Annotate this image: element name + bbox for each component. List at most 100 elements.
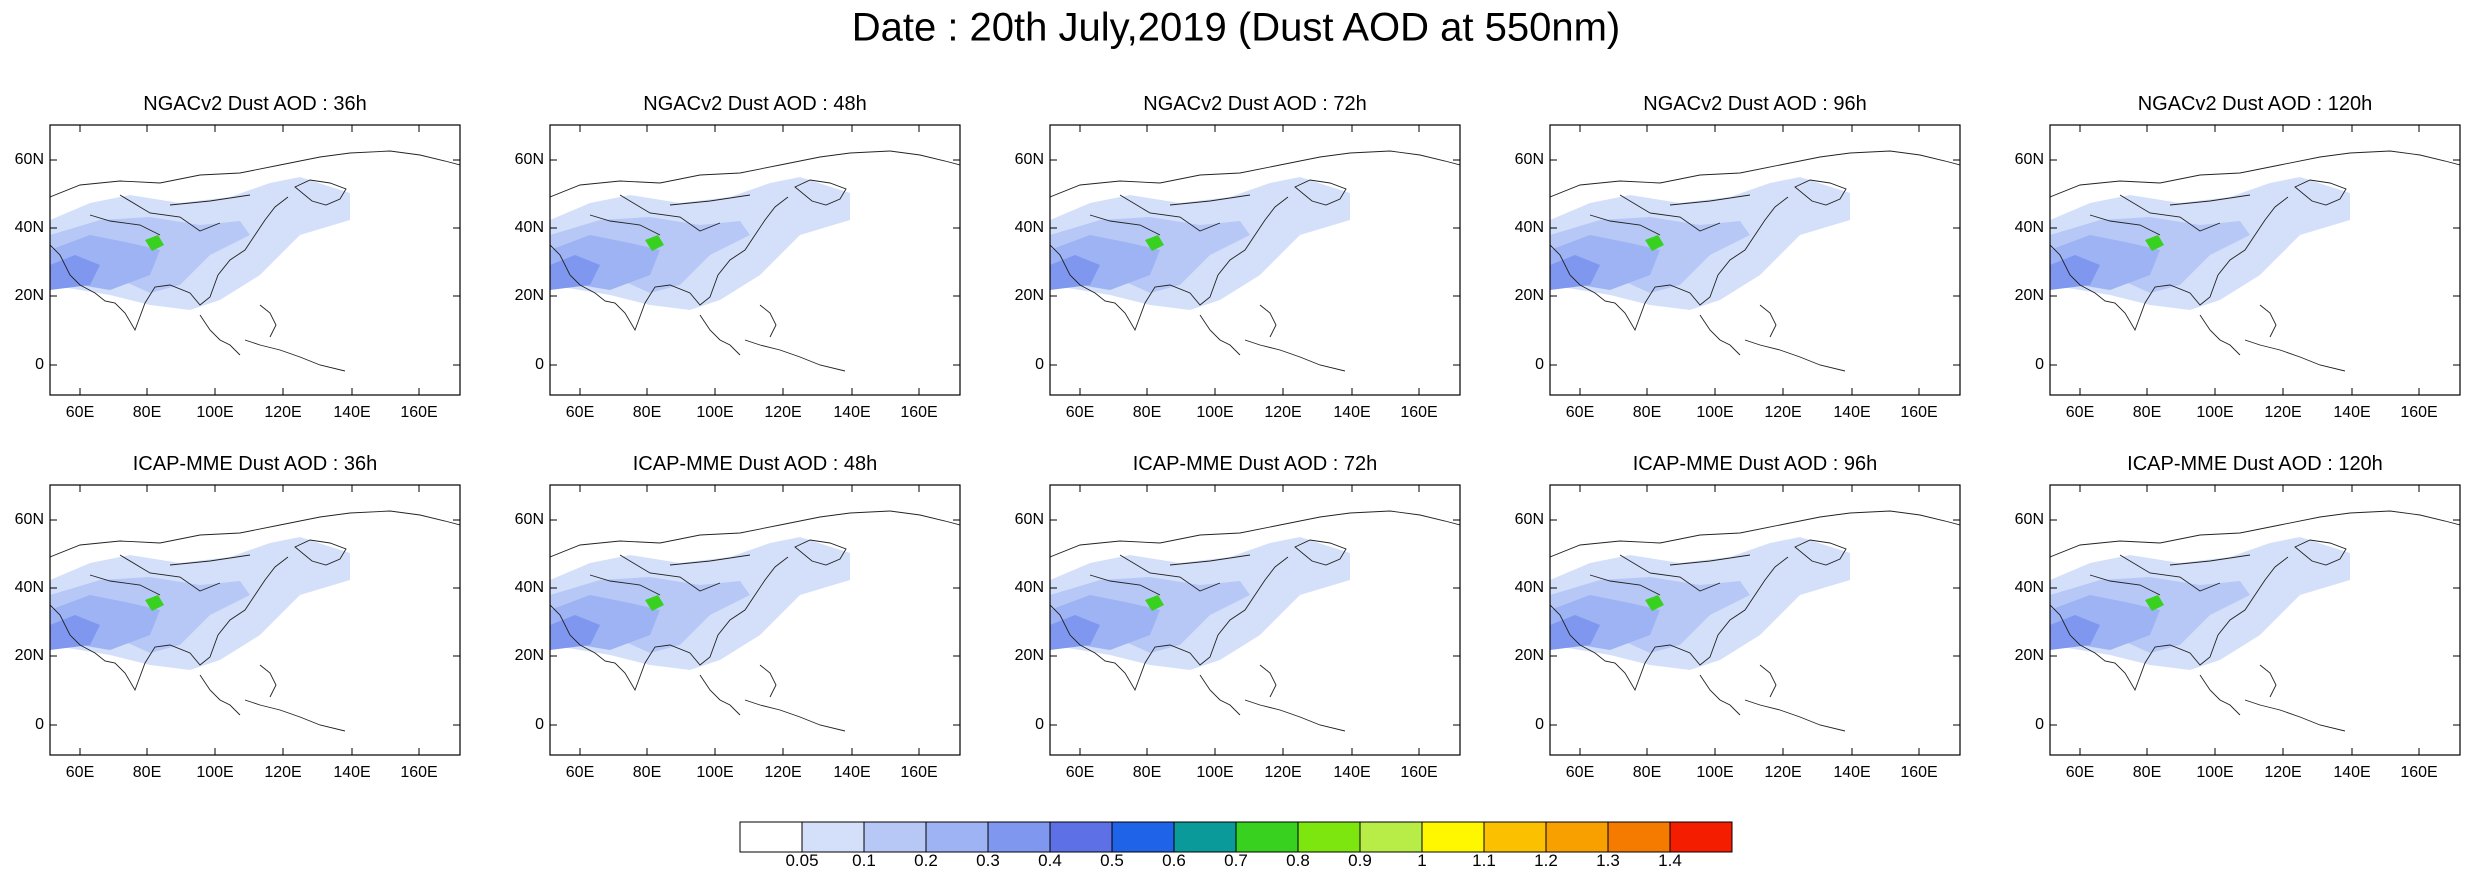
lon-tick-label: 60E xyxy=(566,404,594,421)
lat-tick-label: 20N xyxy=(1015,647,1044,664)
lon-tick-label: 60E xyxy=(1566,764,1594,781)
map-area xyxy=(2050,485,2460,755)
colorbar-swatch xyxy=(1359,821,1423,853)
lon-tick-label: 100E xyxy=(696,404,733,421)
lat-tick-label: 20N xyxy=(515,647,544,664)
lon-tick-label: 160E xyxy=(1400,404,1437,421)
lat-tick-label: 0 xyxy=(1535,716,1544,733)
lon-tick-label: 120E xyxy=(764,404,801,421)
dust-hotspot xyxy=(145,595,164,611)
lon-tick-label: 140E xyxy=(1333,764,1370,781)
lon-tick-label: 100E xyxy=(1696,404,1733,421)
colorbar-swatch xyxy=(801,821,865,853)
lon-tick-label: 60E xyxy=(2066,404,2094,421)
lon-tick-label: 120E xyxy=(1264,404,1301,421)
lon-tick-label: 140E xyxy=(2333,764,2370,781)
colorbar-swatch xyxy=(1235,821,1299,853)
lon-tick-label: 140E xyxy=(2333,404,2370,421)
map-area xyxy=(50,125,460,395)
lon-tick-label: 100E xyxy=(696,764,733,781)
lon-tick-label: 160E xyxy=(400,404,437,421)
lat-tick-label: 40N xyxy=(15,579,44,596)
dust-hotspot xyxy=(645,595,664,611)
lon-tick-label: 120E xyxy=(1264,764,1301,781)
map-frame xyxy=(1549,484,1961,756)
colorbar-label: 0.4 xyxy=(1038,851,1062,870)
panel-title: ICAP-MME Dust AOD : 120h xyxy=(2127,453,2383,475)
lon-tick-label: 120E xyxy=(2264,764,2301,781)
lat-tick-label: 60N xyxy=(15,511,44,528)
lat-tick-label: 0 xyxy=(1535,356,1544,373)
map-area xyxy=(1050,125,1460,395)
map-area xyxy=(1550,485,1960,755)
lat-tick-label: 40N xyxy=(515,219,544,236)
colorbar-label: 1 xyxy=(1417,851,1426,870)
map-panel: NGACv2 Dust AOD : 96h 60N 40N 20N 0 60E 80E 100… xyxy=(1515,93,1961,421)
lat-tick-label: 60N xyxy=(15,151,44,168)
lon-tick-label: 160E xyxy=(400,764,437,781)
lat-tick-label: 20N xyxy=(15,647,44,664)
panel-grid: NGACv2 Dust AOD : 36h 60N 40N 20N 0 60E 80E 100… xyxy=(15,93,2461,781)
colorbar-swatch xyxy=(1297,821,1361,853)
lon-tick-label: 160E xyxy=(1900,764,1937,781)
lon-tick-label: 140E xyxy=(1833,764,1870,781)
colorbar-swatch xyxy=(987,821,1051,853)
panel-title: NGACv2 Dust AOD : 120h xyxy=(2138,93,2373,115)
lon-tick-label: 80E xyxy=(1133,404,1161,421)
lat-tick-label: 40N xyxy=(2015,219,2044,236)
panel-title: NGACv2 Dust AOD : 96h xyxy=(1643,93,1866,115)
lat-tick-label: 0 xyxy=(535,716,544,733)
lon-tick-label: 60E xyxy=(66,404,94,421)
lon-tick-label: 140E xyxy=(1833,404,1870,421)
lat-tick-label: 0 xyxy=(535,356,544,373)
lon-tick-label: 80E xyxy=(633,404,661,421)
lon-tick-label: 60E xyxy=(66,764,94,781)
colorbar-swatch xyxy=(1669,821,1733,853)
figure-title: Date : 20th July,2019 (Dust AOD at 550nm… xyxy=(852,6,1621,50)
map-frame xyxy=(2049,484,2461,756)
colorbar-label: 0.5 xyxy=(1100,851,1124,870)
lon-tick-label: 80E xyxy=(133,764,161,781)
colorbar-swatch xyxy=(925,821,989,853)
lon-tick-label: 120E xyxy=(1764,404,1801,421)
map-panel: NGACv2 Dust AOD : 48h 60N 40N 20N 0 60E 80E 100… xyxy=(515,93,961,421)
dust-hotspot xyxy=(2145,235,2164,251)
lat-tick-label: 20N xyxy=(2015,287,2044,304)
colorbar-label: 0.6 xyxy=(1162,851,1186,870)
map-area xyxy=(50,485,460,755)
lon-tick-label: 60E xyxy=(1566,404,1594,421)
lat-tick-label: 40N xyxy=(515,579,544,596)
lon-tick-label: 100E xyxy=(2196,404,2233,421)
panel-title: NGACv2 Dust AOD : 48h xyxy=(643,93,866,115)
lon-tick-label: 120E xyxy=(2264,404,2301,421)
colorbar-swatch xyxy=(1049,821,1113,853)
lat-tick-label: 20N xyxy=(2015,647,2044,664)
colorbar-label: 0.9 xyxy=(1348,851,1372,870)
lat-tick-label: 20N xyxy=(1515,647,1544,664)
map-panel: ICAP-MME Dust AOD : 120h 60N 40N 20N 0 60E 80E… xyxy=(2015,453,2461,781)
map-area xyxy=(1050,485,1460,755)
dust-hotspot xyxy=(1145,595,1164,611)
lon-tick-label: 60E xyxy=(566,764,594,781)
dust-hotspot xyxy=(1645,235,1664,251)
lon-tick-label: 100E xyxy=(1196,404,1233,421)
colorbar-swatch xyxy=(1111,821,1175,853)
colorbar-label: 0.8 xyxy=(1286,851,1310,870)
lon-tick-label: 60E xyxy=(2066,764,2094,781)
map-panel: ICAP-MME Dust AOD : 96h 60N 40N 20N 0 60E 80E 1… xyxy=(1515,453,1961,781)
map-panel: NGACv2 Dust AOD : 36h 60N 40N 20N 0 60E 80E 100… xyxy=(15,93,461,421)
map-frame xyxy=(1549,124,1961,396)
lon-tick-label: 140E xyxy=(833,764,870,781)
map-frame xyxy=(549,124,961,396)
colorbar-label: 0.7 xyxy=(1224,851,1248,870)
dust-hotspot xyxy=(145,235,164,251)
lon-tick-label: 140E xyxy=(1333,404,1370,421)
panel-title: NGACv2 Dust AOD : 72h xyxy=(1143,93,1366,115)
lon-tick-label: 80E xyxy=(1633,404,1661,421)
lat-tick-label: 20N xyxy=(515,287,544,304)
panel-title: ICAP-MME Dust AOD : 48h xyxy=(633,453,878,475)
map-panel: ICAP-MME Dust AOD : 48h 60N 40N 20N 0 60E 80E 1… xyxy=(515,453,961,781)
lon-tick-label: 100E xyxy=(2196,764,2233,781)
lat-tick-label: 40N xyxy=(1515,219,1544,236)
lon-tick-label: 80E xyxy=(133,404,161,421)
